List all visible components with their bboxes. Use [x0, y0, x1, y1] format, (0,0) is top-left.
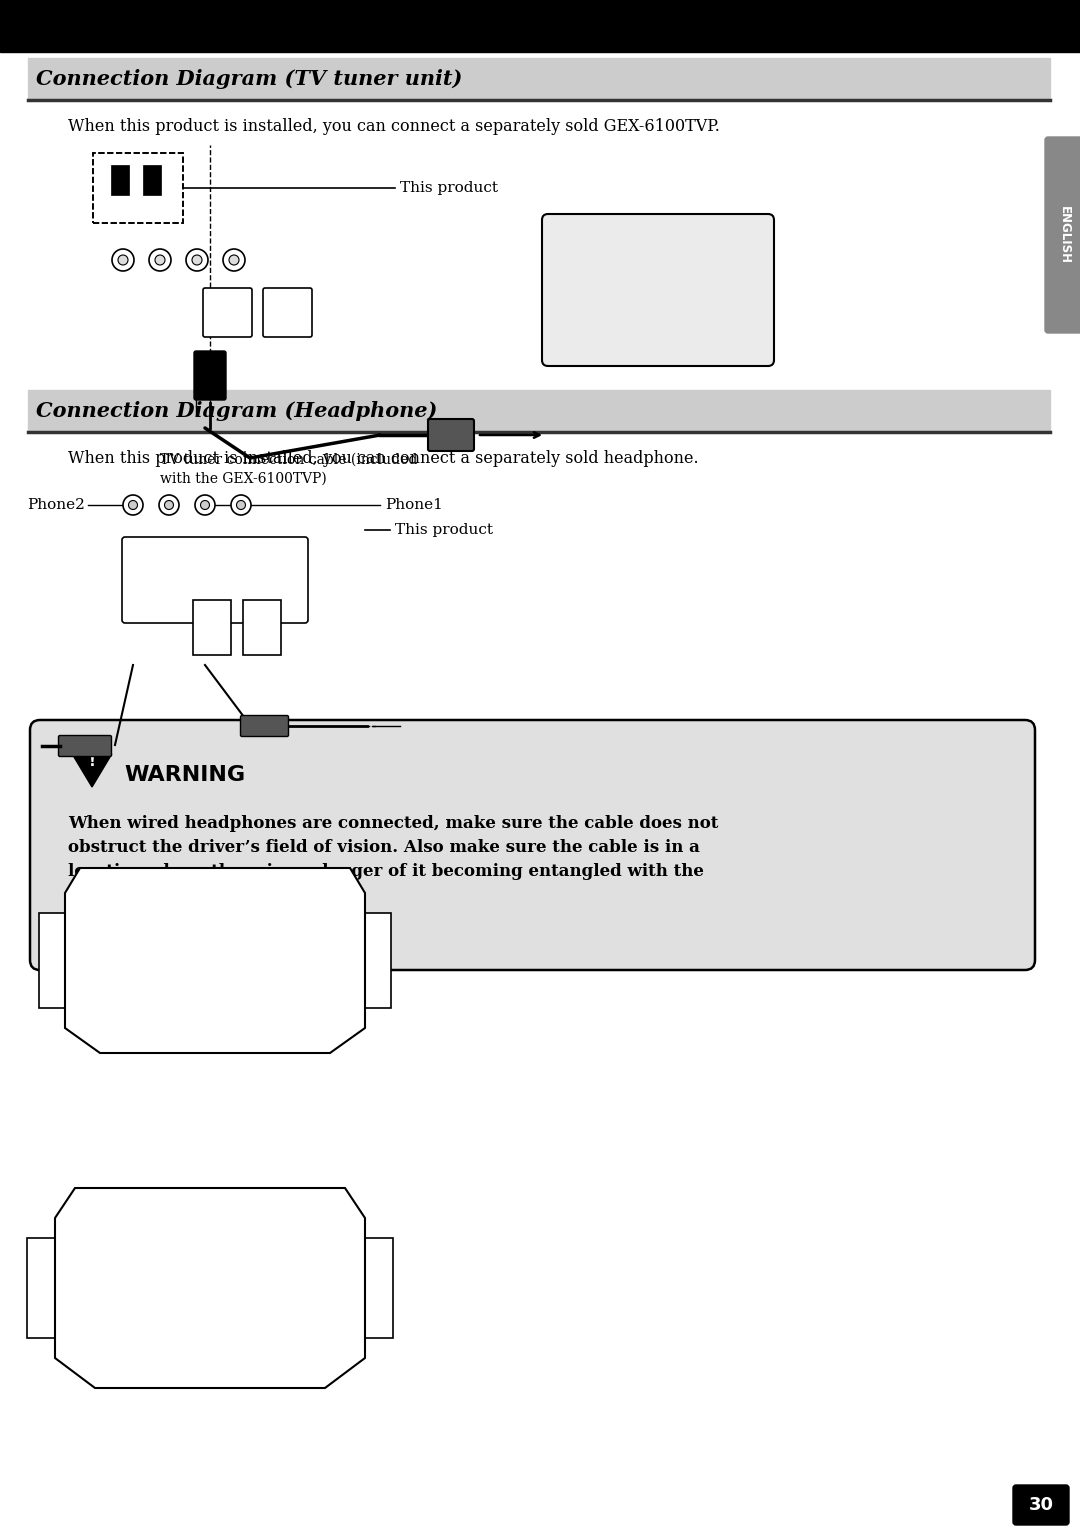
Circle shape: [195, 495, 215, 515]
Circle shape: [201, 500, 210, 509]
Bar: [243, 599, 281, 655]
Circle shape: [159, 495, 179, 515]
FancyBboxPatch shape: [203, 288, 252, 337]
Circle shape: [229, 254, 239, 265]
Polygon shape: [39, 914, 70, 1009]
FancyBboxPatch shape: [194, 351, 226, 400]
Text: !: !: [89, 754, 95, 768]
FancyBboxPatch shape: [241, 716, 288, 736]
Text: Connection Diagram (TV tuner unit): Connection Diagram (TV tuner unit): [36, 69, 462, 89]
Polygon shape: [55, 1188, 365, 1387]
Polygon shape: [65, 868, 365, 1053]
Polygon shape: [27, 1239, 60, 1338]
Text: Phone2: Phone2: [27, 498, 85, 512]
Text: When this product is installed, you can connect a separately sold GEX-6100TVP.: When this product is installed, you can …: [68, 118, 720, 135]
Bar: [28, 58, 1050, 100]
FancyBboxPatch shape: [1045, 136, 1080, 333]
Text: This product: This product: [395, 523, 492, 537]
Bar: [111, 166, 129, 195]
Bar: [193, 599, 231, 655]
Text: ENGLISH: ENGLISH: [1057, 205, 1070, 264]
Bar: [93, 153, 183, 222]
FancyBboxPatch shape: [1013, 1485, 1069, 1525]
Text: Phone1: Phone1: [384, 498, 443, 512]
Text: Commercial headphones: Commercial headphones: [405, 719, 596, 733]
Text: WARNING: WARNING: [124, 765, 245, 785]
Circle shape: [123, 495, 143, 515]
Circle shape: [129, 500, 137, 509]
Circle shape: [112, 248, 134, 271]
Circle shape: [186, 248, 208, 271]
Text: Connection Diagram (Headphone): Connection Diagram (Headphone): [36, 402, 437, 422]
Circle shape: [222, 248, 245, 271]
Polygon shape: [72, 754, 112, 786]
Bar: [143, 166, 161, 195]
FancyBboxPatch shape: [30, 721, 1035, 970]
Bar: [28, 389, 1050, 432]
FancyBboxPatch shape: [428, 419, 474, 451]
Circle shape: [149, 248, 171, 271]
FancyBboxPatch shape: [58, 736, 111, 756]
Circle shape: [192, 254, 202, 265]
Text: 30: 30: [1028, 1496, 1053, 1515]
Text: TV tuner connection cable (included
with the GEX-6100TVP): TV tuner connection cable (included with…: [160, 452, 417, 486]
Bar: [93, 153, 183, 222]
Bar: [0, 0, 1080, 52]
FancyBboxPatch shape: [264, 288, 312, 337]
Circle shape: [231, 495, 251, 515]
FancyBboxPatch shape: [122, 537, 308, 622]
Text: When this product is installed, you can connect a separately sold headphone.: When this product is installed, you can …: [68, 451, 699, 468]
Circle shape: [156, 254, 165, 265]
Polygon shape: [360, 914, 391, 1009]
Circle shape: [164, 500, 174, 509]
Circle shape: [237, 500, 245, 509]
Text: When wired headphones are connected, make sure the cable does not
obstruct the d: When wired headphones are connected, mak…: [68, 816, 718, 904]
Text: GEX-6100TVP: GEX-6100TVP: [598, 282, 717, 299]
Polygon shape: [360, 1239, 393, 1338]
Text: This product: This product: [400, 181, 498, 195]
FancyBboxPatch shape: [542, 215, 774, 366]
Circle shape: [118, 254, 129, 265]
